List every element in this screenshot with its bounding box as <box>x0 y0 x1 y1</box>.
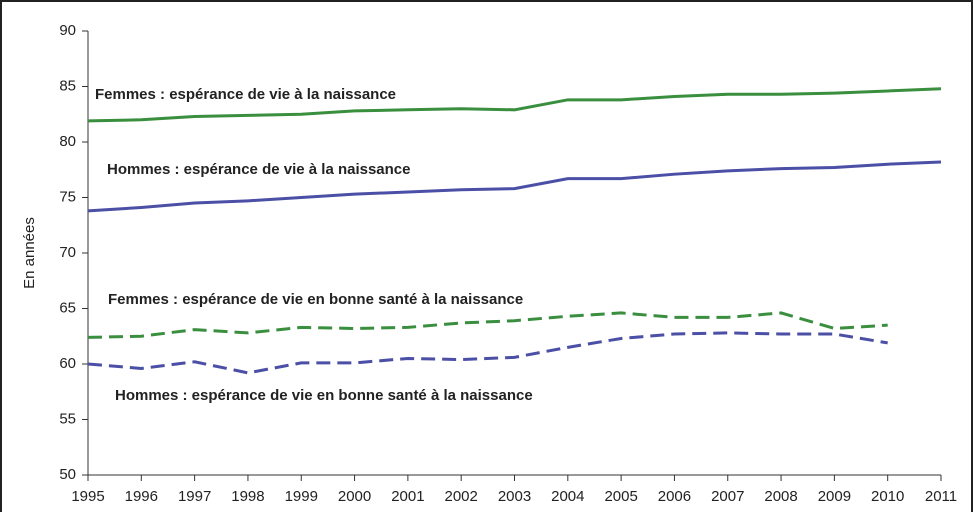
x-tick-label: 2005 <box>604 488 637 505</box>
x-tick-label: 2010 <box>871 488 904 505</box>
y-tick-label: 90 <box>59 22 76 39</box>
y-tick-label: 85 <box>59 77 76 94</box>
series-label: Hommes : espérance de vie en bonne santé… <box>115 387 533 404</box>
x-tick-label: 1995 <box>71 488 104 505</box>
x-tick-label: 1998 <box>231 488 264 505</box>
x-tick-label: 2006 <box>658 488 691 505</box>
y-tick-label: 65 <box>59 299 76 316</box>
x-tick-label: 1999 <box>285 488 318 505</box>
y-tick-label: 60 <box>59 355 76 372</box>
y-tick-label: 70 <box>59 244 76 261</box>
series-line <box>87 311 888 339</box>
x-tick-label: 1997 <box>178 488 211 505</box>
x-tick-label: 1996 <box>125 488 158 505</box>
series-label: Hommes : espérance de vie à la naissance <box>107 161 411 178</box>
y-tick-label: 80 <box>59 133 76 150</box>
x-tick-label: 2000 <box>338 488 371 505</box>
x-tick-label: 2008 <box>764 488 797 505</box>
y-axis-label: En années <box>21 217 38 289</box>
series-line <box>87 160 942 213</box>
x-tick-label: 2004 <box>551 488 584 505</box>
y-tick-label: 50 <box>59 466 76 483</box>
series-line <box>87 87 942 123</box>
x-tick-label: 2003 <box>498 488 531 505</box>
x-tick-label: 2007 <box>711 488 744 505</box>
series-label: Femmes : espérance de vie à la naissance <box>95 86 396 103</box>
series-label: Femmes : espérance de vie en bonne santé… <box>108 291 523 308</box>
y-tick-label: 55 <box>59 410 76 427</box>
x-tick-label: 2001 <box>391 488 424 505</box>
series-line <box>87 331 888 375</box>
x-tick-label: 2002 <box>445 488 478 505</box>
x-tick-label: 2011 <box>925 488 957 505</box>
y-tick-label: 75 <box>59 188 76 205</box>
x-tick-label: 2009 <box>818 488 851 505</box>
